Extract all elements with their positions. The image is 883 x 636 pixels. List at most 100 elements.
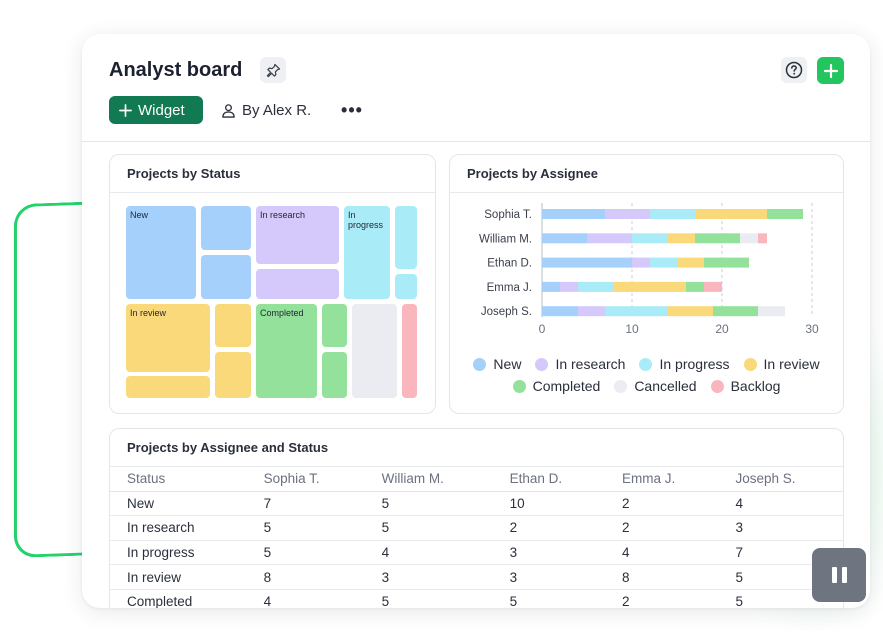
pause-button[interactable] — [812, 548, 866, 602]
bar-segment — [614, 281, 686, 292]
treemap-completed-block[interactable] — [322, 352, 347, 398]
treemap-review-block[interactable] — [126, 376, 210, 398]
y-category-label: William M. — [479, 233, 532, 245]
bar-segment — [650, 209, 695, 219]
treemap-research-block[interactable] — [256, 269, 339, 299]
status-table: Status Sophia T. William M. Ethan D. Emma J.… — [110, 467, 843, 608]
treemap-new-block[interactable] — [201, 255, 251, 299]
treemap-label-in-research: In research — [260, 210, 306, 220]
treemap-review-main[interactable]: In review — [126, 304, 210, 372]
bar-segment — [578, 281, 614, 292]
treemap-label-completed: Completed — [260, 308, 304, 318]
treemap-backlog-block[interactable] — [402, 304, 417, 398]
treemap-new-main[interactable]: New — [126, 206, 196, 299]
bar-segment — [668, 306, 713, 317]
table-row[interactable]: Completed 4 5 5 2 5 — [110, 589, 843, 608]
table-row[interactable]: In review 8 3 3 8 5 — [110, 564, 843, 590]
panel-title: Projects by Status — [110, 155, 435, 193]
treemap-review-block[interactable] — [215, 304, 251, 347]
table-column-header[interactable]: Emma J. — [604, 467, 719, 492]
bar-segment — [632, 233, 668, 244]
legend-item[interactable]: New — [473, 356, 521, 372]
table-row[interactable]: New 7 5 10 2 4 — [110, 491, 843, 517]
table-cell: In progress — [110, 540, 247, 566]
owner-filter[interactable]: By Alex R. — [221, 96, 311, 124]
legend-item[interactable]: In research — [535, 356, 625, 372]
treemap-review-block[interactable] — [215, 352, 251, 398]
treemap-completed-main[interactable]: Completed — [256, 304, 317, 398]
panel-title: Projects by Assignee and Status — [110, 429, 843, 467]
table-cell: 5 — [364, 589, 493, 608]
legend-swatch — [473, 357, 487, 371]
table-cell: 3 — [364, 564, 493, 590]
bar-segment — [704, 257, 749, 268]
help-button[interactable] — [781, 57, 807, 83]
legend-item[interactable]: In review — [743, 356, 820, 372]
bar-segment — [542, 257, 632, 268]
legend-label: In progress — [659, 356, 730, 372]
user-icon — [222, 103, 235, 118]
legend-swatch — [743, 357, 757, 371]
treemap-progress-main[interactable]: In progress — [344, 206, 390, 299]
legend-label: Completed — [532, 378, 601, 394]
chart-legend: New In research In progress In review — [450, 356, 843, 372]
table-cell: 7 — [246, 491, 365, 517]
table-cell: 5 — [718, 589, 843, 608]
treemap-new-block[interactable] — [201, 206, 251, 250]
table-row[interactable]: In research 5 5 2 2 3 — [110, 515, 843, 541]
legend-label: Cancelled — [634, 378, 697, 394]
bar-segment — [632, 257, 650, 268]
treemap-progress-block[interactable] — [395, 274, 417, 299]
table-row[interactable]: In progress 5 4 3 4 7 — [110, 540, 843, 566]
plus-icon — [119, 103, 132, 117]
treemap-progress-block[interactable] — [395, 206, 417, 269]
y-category-label: Emma J. — [487, 282, 532, 294]
table-column-header[interactable]: Joseph S. — [718, 467, 843, 492]
more-options-button[interactable]: ••• — [340, 96, 364, 124]
bar-segment — [695, 209, 767, 219]
x-tick-label: 20 — [715, 322, 729, 336]
treemap-label-in-progress: In progress — [348, 210, 384, 231]
bar-segment — [695, 233, 740, 244]
bar-segment — [767, 209, 803, 219]
legend-item[interactable]: Backlog — [710, 378, 781, 394]
help-icon — [785, 61, 803, 79]
table-cell: 2 — [604, 589, 719, 608]
legend-swatch — [710, 379, 724, 393]
bar-segment — [686, 281, 704, 292]
add-widget-button[interactable]: Widget — [109, 96, 203, 124]
bar-segment — [605, 209, 650, 219]
pin-button[interactable] — [260, 57, 286, 83]
legend-swatch — [512, 379, 526, 393]
table-cell: 4 — [718, 491, 843, 517]
panel-title: Projects by Assignee — [450, 155, 843, 193]
treemap-completed-block[interactable] — [322, 304, 347, 347]
treemap-cancelled-block[interactable] — [352, 304, 397, 398]
table-column-header[interactable]: William M. — [364, 467, 493, 492]
pin-icon — [266, 63, 280, 77]
bar-segment — [677, 257, 704, 268]
legend-swatch — [639, 357, 653, 371]
table-body: New 7 5 10 2 4 In research 5 5 2 2 3 In progress 5 4 3 4… — [110, 491, 843, 608]
treemap-research-main[interactable]: In research — [256, 206, 339, 264]
table-cell: 8 — [246, 564, 365, 590]
table-column-header[interactable]: Status — [110, 467, 247, 492]
table-cell: 10 — [492, 491, 605, 517]
legend-item[interactable]: In progress — [639, 356, 730, 372]
bar-segment — [650, 257, 677, 268]
bar-segment — [605, 306, 668, 317]
legend-label: Backlog — [730, 378, 781, 394]
bar-segment — [668, 233, 695, 244]
legend-item[interactable]: Cancelled — [614, 378, 697, 394]
x-tick-label: 10 — [625, 322, 639, 336]
y-category-label: Ethan D. — [487, 258, 532, 270]
legend-item[interactable]: Completed — [512, 378, 601, 394]
treemap-label-in-review: In review — [130, 308, 167, 318]
bar-segment — [542, 281, 560, 292]
table-cell: Completed — [110, 589, 247, 608]
add-button[interactable] — [817, 57, 844, 84]
table-column-header[interactable]: Sophia T. — [246, 467, 365, 492]
table-column-header[interactable]: Ethan D. — [492, 467, 605, 492]
table-cell: 5 — [364, 515, 493, 541]
bar-segment — [758, 306, 785, 317]
